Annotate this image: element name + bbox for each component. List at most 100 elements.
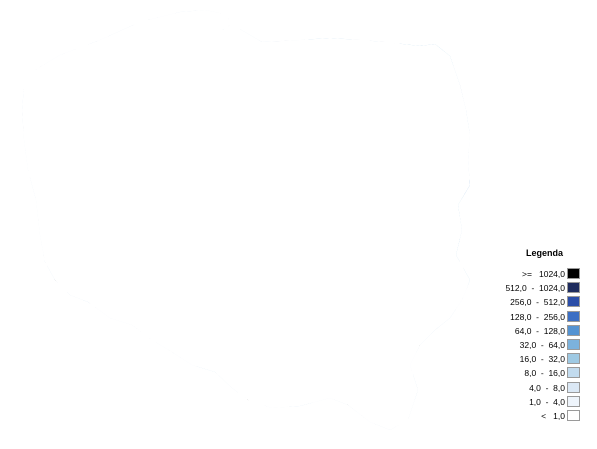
district-area — [464, 420, 470, 430]
legend-entry: 8,0 - 16,0 — [500, 367, 590, 381]
country-outline-stroke — [21, 9, 471, 431]
legend-range-label: 32,0 - 64,0 — [519, 340, 565, 350]
district-area — [220, 394, 248, 418]
legend-range-label: 128,0 - 256,0 — [510, 311, 565, 322]
legend-range-label: 8,0 - 16,0 — [524, 368, 565, 379]
district-area — [68, 353, 92, 377]
legend-entry: 512,0 - 1024,0 — [500, 282, 590, 296]
district-area — [264, 417, 289, 430]
district-area — [463, 10, 470, 23]
legend-entry: 4,0 - 8,0 — [500, 381, 590, 396]
district-area — [110, 329, 136, 352]
district-area — [43, 417, 68, 430]
district-area — [22, 397, 48, 423]
district-area — [86, 10, 109, 21]
district-area — [438, 392, 465, 415]
district-area — [0, 285, 21, 309]
district-area — [0, 0, 22, 24]
district-area — [174, 439, 195, 449]
district-area — [461, 198, 470, 222]
district-area — [370, 10, 395, 28]
district-area — [22, 239, 26, 267]
district-area — [420, 352, 445, 376]
district-area — [87, 373, 109, 401]
district-area — [156, 442, 178, 449]
district-area — [0, 63, 18, 84]
district-area — [0, 179, 17, 200]
district-area — [0, 417, 18, 441]
district-area — [263, 10, 289, 25]
district-area — [441, 374, 467, 399]
district-area — [22, 17, 24, 44]
legend-range-label: >= 1024,0 — [521, 269, 565, 279]
district-area — [465, 151, 470, 176]
district-area — [237, 440, 263, 449]
district-area — [130, 414, 157, 430]
district-area — [0, 223, 21, 246]
legend-swatch — [567, 324, 580, 336]
district-area — [64, 10, 90, 23]
district-area — [133, 10, 158, 21]
district-area — [88, 349, 115, 374]
district-area — [106, 440, 128, 449]
district-area — [42, 371, 69, 396]
district-area — [22, 331, 47, 355]
district-area — [66, 421, 95, 430]
district-area — [350, 10, 373, 22]
district-area — [22, 91, 24, 117]
legend-range-label: 256,0 - 512,0 — [510, 297, 565, 308]
district-area — [22, 242, 46, 267]
district-area — [459, 437, 485, 449]
district-area — [22, 287, 47, 309]
district-area — [413, 418, 439, 430]
district-area — [133, 437, 156, 449]
district-area — [22, 306, 44, 332]
district-area — [129, 371, 154, 395]
district-area — [22, 418, 45, 430]
district-area — [178, 376, 202, 399]
district-area — [22, 42, 45, 68]
district-area — [282, 413, 308, 430]
district-area — [85, 394, 112, 419]
district-area — [157, 374, 181, 400]
legend-swatch — [567, 339, 580, 350]
district-area — [67, 441, 92, 449]
district-area — [22, 155, 24, 177]
district-area — [439, 10, 462, 29]
legend-swatch — [567, 381, 580, 393]
district-area — [330, 438, 354, 449]
district-area — [86, 435, 110, 449]
district-area — [200, 441, 223, 449]
legend-range-label: 16,0 - 32,0 — [519, 354, 565, 365]
district-area — [132, 355, 160, 377]
district-area — [262, 437, 284, 449]
district-area — [417, 10, 441, 21]
district-area — [22, 326, 25, 350]
district-area — [40, 393, 65, 417]
district-area — [64, 396, 88, 423]
legend-entry: 64,0 - 128,0 — [500, 324, 590, 339]
district-area — [457, 42, 470, 67]
legend-range-label: < 1,0 — [541, 411, 565, 421]
district-area — [399, 436, 421, 449]
district-area — [22, 10, 44, 25]
district-area — [86, 330, 112, 359]
legend-swatch — [567, 296, 580, 308]
district-area — [134, 390, 160, 416]
district-area — [415, 22, 439, 46]
district-area — [110, 415, 136, 430]
district-area — [22, 398, 25, 424]
district-area — [22, 260, 23, 285]
district-area — [332, 418, 359, 430]
district-area — [441, 439, 464, 449]
district-area — [309, 418, 334, 430]
district-area — [65, 327, 91, 352]
district-area — [47, 443, 68, 449]
legend-entry: < 1,0 — [500, 410, 590, 424]
district-area — [393, 20, 420, 47]
legend-swatch — [567, 410, 580, 421]
legend-range-label: 64,0 - 128,0 — [514, 325, 565, 336]
district-area — [22, 304, 25, 329]
district-area — [41, 20, 68, 46]
